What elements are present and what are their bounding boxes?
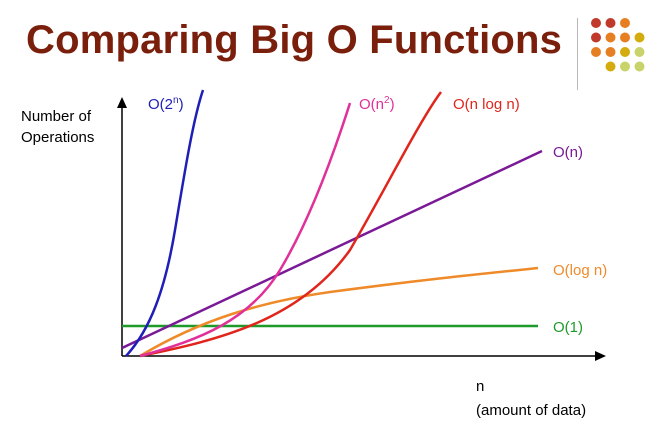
series-label-o-n-log-n: O(n log n) [453,96,520,113]
slide-title: Comparing Big O Functions [26,18,563,62]
x-axis-label-line2: (amount of data) [476,402,586,419]
series-o-n-line [121,149,543,350]
series-label-o-2n-tail: ) [179,96,184,113]
series-o-n2-line [139,102,352,358]
series-o-2n-line [125,89,205,357]
x-axis-arrow-icon [595,351,606,361]
series-label-o-2n: O(2n) [148,95,184,113]
series-label-o-2n-base: O(2 [148,96,173,113]
series-label-o-log-n: O(log n) [553,262,607,279]
y-axis-label-line1: Number of [21,108,92,125]
series-label-o-n2-base: O(n [359,96,384,113]
series-o-n-log-n-line [139,91,443,358]
y-axis-label-line2: Operations [21,129,94,146]
series-label-o-n2-tail: ) [390,96,395,113]
x-axis-label-line1: n [476,378,484,395]
series-label-o-n-base: O(n) [553,144,583,161]
series-label-o-n2-sup: 2 [384,95,390,106]
title-divider [577,18,578,90]
series-label-o-1-base: O(1) [553,319,583,336]
series-label-o-1: O(1) [553,319,583,336]
series-label-o-n-log-n-base: O(n log n) [453,96,520,113]
series-o-log-n-line [139,266,539,358]
series-label-o-2n-sup: n [173,95,179,106]
series-label-o-n2: O(n2) [359,95,395,113]
series-label-o-log-n-base: O(log n) [553,262,607,279]
series-label-o-n: O(n) [553,144,583,161]
y-axis-arrow-icon [117,97,127,108]
